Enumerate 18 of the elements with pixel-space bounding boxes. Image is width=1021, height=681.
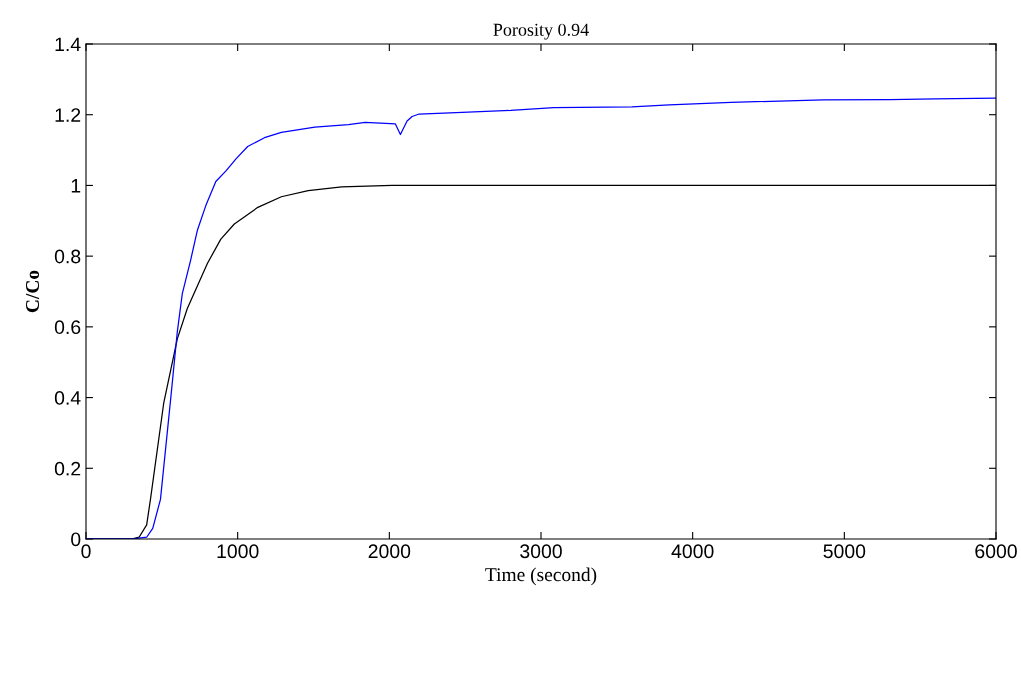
x-tick-label: 4000 bbox=[671, 544, 714, 559]
y-tick-label: 0.6 bbox=[54, 320, 81, 335]
y-tick-label: 1 bbox=[71, 179, 81, 193]
chart-title: Porosity 0.94 bbox=[493, 23, 589, 40]
y-axis-title: C/Co bbox=[25, 270, 40, 313]
x-tick-label: 6000 bbox=[975, 544, 1017, 559]
x-axis-title: Time (second) bbox=[485, 567, 597, 586]
x-tick-label: 2000 bbox=[368, 544, 411, 559]
y-tick-label: 0.8 bbox=[54, 249, 81, 264]
x-tick-label: 3000 bbox=[520, 544, 562, 559]
y-tick-label: 1.4 bbox=[55, 37, 81, 52]
x-tick-label: 1000 bbox=[217, 544, 259, 559]
y-tick-label: 0.2 bbox=[54, 461, 81, 476]
y-tick-label: 0.4 bbox=[54, 391, 81, 405]
y-tick-label: 0 bbox=[71, 532, 81, 547]
x-tick-label: 5000 bbox=[823, 544, 866, 559]
x-tick-label: 0 bbox=[81, 544, 91, 559]
y-tick-label: 1.2 bbox=[55, 108, 81, 122]
